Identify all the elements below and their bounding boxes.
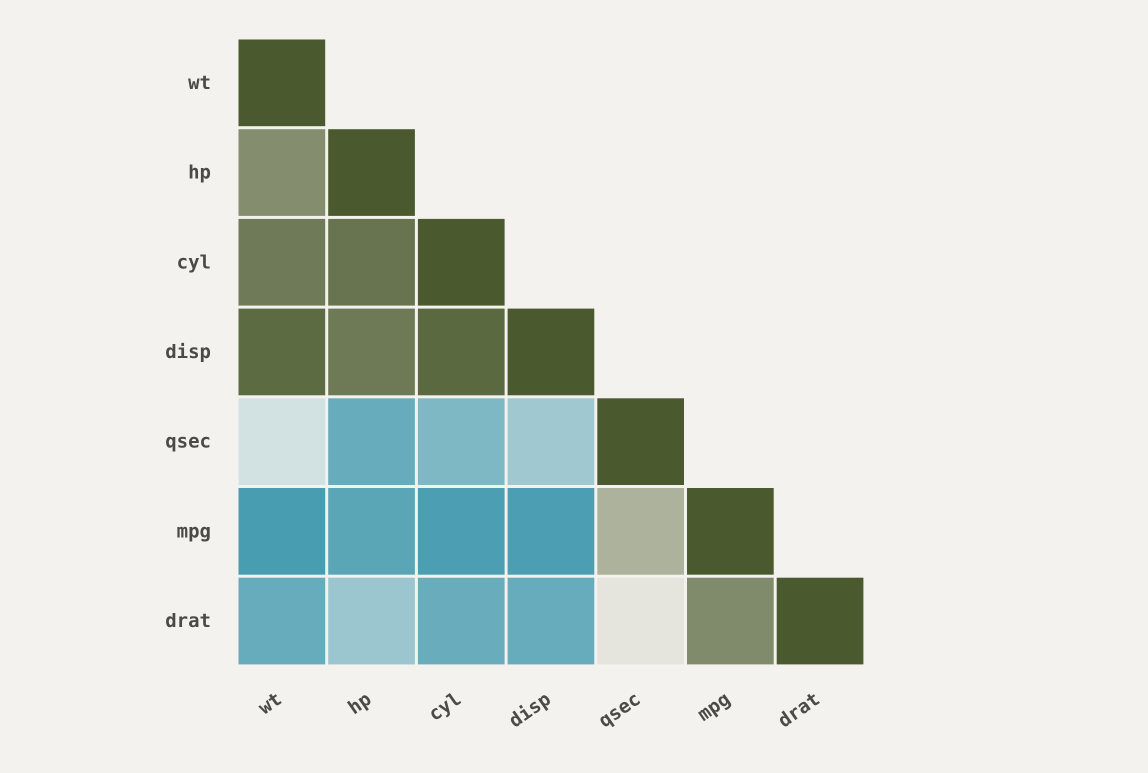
x-tick-label-drat: drat [774,688,824,732]
heatmap-cell-drat-qsec [597,577,684,665]
heatmap-cell-drat-cyl [417,577,505,665]
heatmap-cell-cyl-hp [328,218,415,306]
y-tick-label-cyl: cyl [177,251,211,273]
y-tick-label-drat: drat [165,610,211,632]
x-tick-label-qsec: qsec [595,688,645,732]
heatmap-cell-mpg-disp [507,488,595,575]
x-tick-label-cyl: cyl [425,688,466,726]
y-tick-label-disp: disp [165,341,211,363]
x-tick-label-disp: disp [505,688,555,732]
heatmap-cell-qsec-cyl [417,398,505,485]
heatmap-cell-qsec-wt [238,398,326,485]
x-tick-label-mpg: mpg [694,688,735,726]
heatmap-cell-mpg-cyl [417,488,505,575]
heatmap-cell-qsec-hp [328,398,415,485]
heatmap-cell-drat-mpg [687,577,774,665]
y-tick-label-wt: wt [188,72,211,94]
heatmap-cell-disp-disp [507,308,595,396]
heatmap-cell-cyl-wt [238,218,326,306]
heatmap-cell-drat-disp [507,577,595,665]
x-tick-label-wt: wt [254,688,285,719]
heatmap-cell-mpg-qsec [597,488,684,575]
heatmap-cell-wt-wt [238,39,326,127]
cells-layer [238,39,864,665]
y-tick-label-hp: hp [188,162,211,184]
heatmap-cell-hp-wt [238,129,326,216]
heatmap-cell-mpg-wt [238,488,326,575]
y-tick-label-mpg: mpg [177,520,211,542]
heatmap-cell-disp-wt [238,308,326,396]
heatmap-cell-mpg-hp [328,488,415,575]
x-tick-label-hp: hp [344,688,375,719]
heatmap-cell-disp-cyl [417,308,505,396]
heatmap-cell-cyl-cyl [417,218,505,306]
heatmap-cell-drat-drat [776,577,864,665]
y-tick-label-qsec: qsec [165,431,211,453]
heatmap-cell-drat-wt [238,577,326,665]
heatmap-cell-qsec-disp [507,398,595,485]
heatmap-cell-mpg-mpg [687,488,774,575]
heatmap-cell-drat-hp [328,577,415,665]
heatmap-cell-disp-hp [328,308,415,396]
y-axis-labels: wt hp cyl disp qsec mpg drat [165,72,211,632]
x-axis-labels: wt hp cyl disp qsec mpg drat [254,688,824,732]
heatmap-cell-hp-hp [328,129,415,216]
heatmap-cell-qsec-qsec [597,398,684,485]
